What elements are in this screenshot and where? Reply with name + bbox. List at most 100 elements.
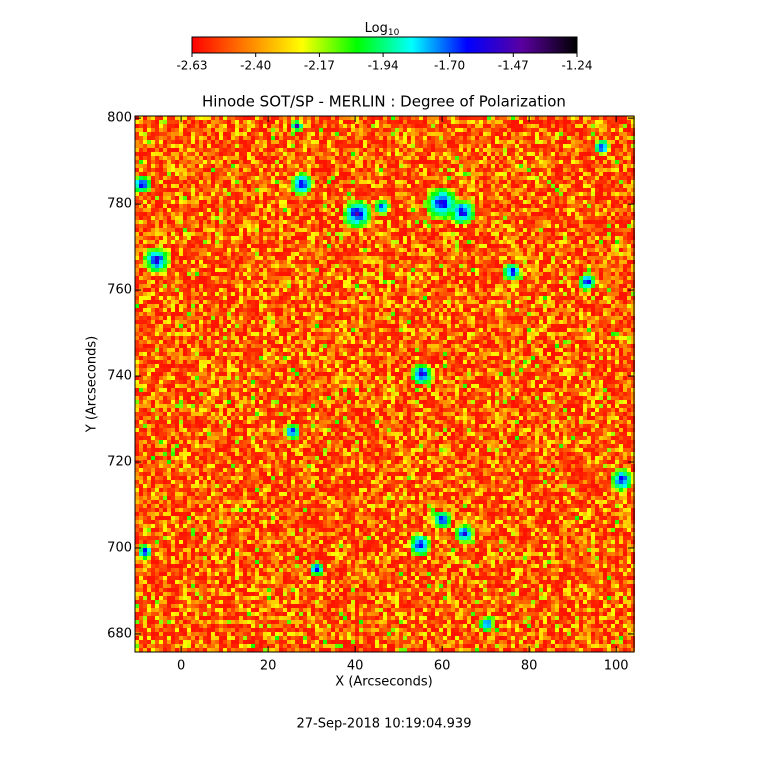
pixel	[251, 216, 255, 220]
pixel	[259, 200, 263, 204]
pixel	[167, 228, 171, 232]
pixel	[443, 160, 447, 164]
pixel	[619, 260, 623, 264]
pixel	[447, 144, 451, 148]
pixel	[507, 160, 511, 164]
pixel	[323, 120, 327, 124]
pixel	[311, 156, 315, 160]
pixel	[331, 248, 335, 252]
pixel	[343, 244, 347, 248]
pixel	[303, 268, 307, 272]
pixel	[331, 136, 335, 140]
pixel	[287, 232, 291, 236]
pixel	[179, 260, 183, 264]
pixel	[179, 264, 183, 268]
pixel	[431, 140, 435, 144]
pixel	[563, 160, 567, 164]
pixel	[611, 188, 615, 192]
pixel	[363, 260, 367, 264]
pixel	[595, 180, 599, 184]
pixel	[295, 268, 299, 272]
pixel	[419, 116, 423, 120]
pixel	[247, 192, 251, 196]
pixel	[231, 160, 235, 164]
pixel	[527, 184, 531, 188]
pixel	[619, 188, 623, 192]
pixel	[327, 184, 331, 188]
pixel	[603, 164, 607, 168]
pixel	[399, 192, 403, 196]
pixel	[251, 156, 255, 160]
pixel	[191, 120, 195, 124]
pixel	[423, 116, 427, 120]
pixel	[511, 240, 515, 244]
pixel	[135, 120, 139, 124]
pixel	[487, 248, 491, 252]
pixel	[583, 268, 587, 272]
pixel	[475, 188, 479, 192]
pixel	[247, 156, 251, 160]
pixel	[523, 164, 527, 168]
pixel	[391, 120, 395, 124]
pixel	[223, 204, 227, 208]
pixel	[519, 128, 523, 132]
pixel	[527, 200, 531, 204]
pixel	[259, 236, 263, 240]
pixel	[495, 152, 499, 156]
pixel	[331, 152, 335, 156]
pixel	[491, 192, 495, 196]
pixel	[227, 240, 231, 244]
pixel	[551, 164, 555, 168]
pixel	[419, 180, 423, 184]
pixel	[343, 268, 347, 272]
pixel	[363, 204, 367, 208]
pixel	[483, 180, 487, 184]
pixel	[167, 240, 171, 244]
pixel	[315, 164, 319, 168]
pixel	[143, 136, 147, 140]
pixel	[303, 224, 307, 228]
pixel	[283, 152, 287, 156]
pixel	[187, 148, 191, 152]
pixel	[539, 196, 543, 200]
pixel	[499, 116, 503, 120]
pixel	[159, 196, 163, 200]
pixel	[235, 196, 239, 200]
pixel	[387, 116, 391, 120]
pixel	[555, 176, 559, 180]
pixel	[391, 180, 395, 184]
pixel	[415, 132, 419, 136]
pixel	[459, 160, 463, 164]
pixel	[143, 256, 147, 260]
pixel	[263, 160, 267, 164]
pixel	[631, 148, 635, 152]
pixel	[207, 188, 211, 192]
pixel	[259, 260, 263, 264]
pixel	[155, 264, 159, 268]
pixel	[499, 136, 503, 140]
pixel	[267, 204, 271, 208]
pixel	[203, 132, 207, 136]
pixel	[395, 220, 399, 224]
pixel	[219, 168, 223, 172]
pixel	[151, 160, 155, 164]
pixel	[595, 224, 599, 228]
pixel	[615, 204, 619, 208]
pixel	[279, 148, 283, 152]
pixel	[259, 240, 263, 244]
pixel	[219, 256, 223, 260]
pixel	[471, 124, 475, 128]
pixel	[387, 220, 391, 224]
pixel	[327, 116, 331, 120]
pixel	[167, 244, 171, 248]
pixel	[567, 252, 571, 256]
pixel	[415, 220, 419, 224]
pixel	[315, 248, 319, 252]
pixel	[231, 224, 235, 228]
pixel	[199, 260, 203, 264]
pixel	[563, 192, 567, 196]
pixel	[459, 120, 463, 124]
pixel	[203, 176, 207, 180]
pixel	[551, 216, 555, 220]
pixel	[335, 176, 339, 180]
